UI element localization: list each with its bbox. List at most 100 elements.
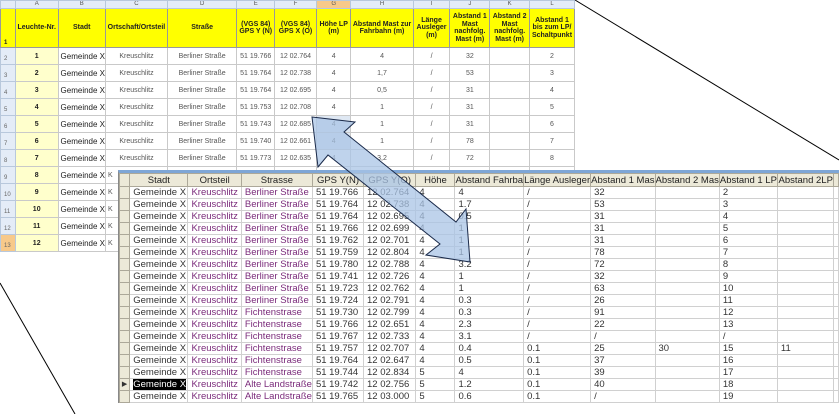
grid-cell[interactable]: Gemeinde X [129,318,189,331]
cell[interactable]: Gemeinde X [57,217,107,235]
grid-cell[interactable]: 1 [454,282,525,295]
grid-cell[interactable]: Kreuschlitz [187,330,242,343]
cell[interactable]: Gemeinde X [57,149,107,167]
grid-cell[interactable]: 12 02.834 [362,366,417,379]
grid-column-header[interactable]: GPS Y(O) [362,173,417,187]
grid-cell[interactable]: 12 02.764 [362,186,417,199]
grid-cell[interactable] [833,342,839,355]
row-selector[interactable] [119,306,131,319]
grid-cell[interactable] [833,210,839,223]
grid-cell[interactable]: Kreuschlitz [187,234,242,247]
grid-cell[interactable]: 12 02.707 [362,342,417,355]
grid-cell[interactable] [654,234,720,247]
grid-row[interactable]: Gemeinde X Kreuschlitz Berliner Straße 51 1… [119,222,839,235]
cell[interactable]: 4 [315,115,352,133]
grid-cell[interactable]: 51 19.762 [311,234,365,247]
row-selector-header[interactable] [119,173,131,187]
cell[interactable]: Gemeinde X [57,98,107,116]
grid-cell[interactable]: Gemeinde X [129,282,189,295]
grid-cell[interactable]: 51 19.766 [311,318,365,331]
grid-cell[interactable]: 4 [415,198,456,211]
grid-cell[interactable]: Gemeinde X [129,342,189,355]
grid-cell[interactable]: 4 [454,186,525,199]
row-selector[interactable] [119,366,131,379]
grid-cell[interactable] [776,318,835,331]
grid-cell[interactable]: Kreuschlitz [187,282,242,295]
cell[interactable]: 1 [14,47,59,65]
grid-cell[interactable]: 40 [590,378,656,391]
cell[interactable]: 78 [449,132,491,150]
grid-cell[interactable] [833,294,839,307]
cell[interactable]: 1 [350,98,414,116]
cell[interactable]: 0,5 [350,81,414,99]
grid-cell[interactable]: Gemeinde X [129,198,189,211]
grid-cell[interactable]: 2 [718,186,778,199]
grid-cell[interactable]: 12 [718,306,778,319]
grid-cell[interactable]: 4 [415,318,456,331]
grid-cell[interactable]: 0.6 [454,390,525,403]
grid-cell[interactable]: / [523,294,592,307]
grid-cell[interactable]: 17 [718,366,778,379]
cell[interactable]: Gemeinde X [57,115,107,133]
grid-cell[interactable] [776,330,835,343]
column-header-F[interactable]: F [274,0,317,9]
cell[interactable]: Berliner Straße [166,98,238,116]
grid-row[interactable]: Gemeinde X Kreuschlitz Alte Landstraße 51 1… [119,390,839,403]
cell[interactable]: 12 02.635 [274,149,317,167]
grid-cell[interactable]: 5 [718,222,778,235]
grid-cell[interactable]: Kreuschlitz [187,354,242,367]
row-number[interactable]: 7 [0,132,16,150]
grid-cell[interactable] [654,366,720,379]
grid-column-header[interactable] [833,173,839,187]
grid-cell[interactable] [833,222,839,235]
grid-cell[interactable]: 0.1 [523,354,592,367]
grid-cell[interactable] [833,246,839,259]
column-header-B[interactable]: B [57,0,107,9]
grid-cell[interactable]: 0.1 [523,342,592,355]
grid-cell[interactable]: / [590,390,656,403]
grid-cell[interactable]: Berliner Straße [240,282,313,295]
grid-cell[interactable]: Kreuschlitz [187,390,242,403]
grid-cell[interactable]: Fichtenstrase [240,366,313,379]
cell[interactable]: Kreuschlitz [105,81,168,99]
grid-cell[interactable] [833,330,839,343]
cell[interactable]: 8 [14,166,59,184]
header-cell[interactable]: Abstand Mast zur Fahrbahn (m) [350,8,414,48]
grid-cell[interactable]: 4 [415,306,456,319]
grid-cell[interactable]: / [590,330,656,343]
grid-cell[interactable]: Gemeinde X [129,258,189,271]
row-number[interactable]: 3 [0,64,16,82]
row-selector[interactable] [119,270,131,283]
grid-cell[interactable] [833,390,839,403]
grid-cell[interactable]: 4 [415,330,456,343]
cell[interactable]: 2 [14,64,59,82]
cell[interactable]: 7 [529,132,575,150]
grid-cell[interactable]: 1 [454,234,525,247]
header-cell[interactable]: Ortschaft/Ortsteil [105,8,168,48]
cell[interactable]: Gemeinde X [57,166,107,184]
cell[interactable]: 3,2 [350,149,414,167]
row-selector[interactable] [119,390,131,403]
grid-cell[interactable]: 0.3 [454,294,525,307]
grid-cell[interactable]: Gemeinde X [129,210,189,223]
grid-cell[interactable]: 32 [590,186,656,199]
grid-cell[interactable]: Gemeinde X [129,330,189,343]
grid-cell[interactable] [833,282,839,295]
cell[interactable]: 51 19.753 [236,98,276,116]
cell[interactable]: 4 [315,149,352,167]
cell[interactable]: 1 [350,132,414,150]
grid-row[interactable]: Gemeinde X Kreuschlitz Fichtenstrase 51 19.… [119,306,839,319]
cell[interactable]: Kreuschlitz [105,47,168,65]
grid-row[interactable]: Gemeinde X Kreuschlitz Berliner Straße 51 1… [119,258,839,271]
grid-cell[interactable]: Fichtenstrase [240,354,313,367]
grid-cell[interactable]: 12 02.756 [362,378,417,391]
cell[interactable]: 6 [14,132,59,150]
cell[interactable]: 31 [449,81,491,99]
cell[interactable]: 51 19.740 [236,132,276,150]
column-header-A[interactable]: A [14,0,59,9]
grid-cell[interactable]: Kreuschlitz [187,186,242,199]
grid-cell[interactable] [654,294,720,307]
grid-cell[interactable]: 4 [415,270,456,283]
grid-cell[interactable]: Alte Landstraße [240,378,313,391]
grid-row[interactable]: Gemeinde X Kreuschlitz Fichtenstrase 51 19.… [119,342,839,355]
